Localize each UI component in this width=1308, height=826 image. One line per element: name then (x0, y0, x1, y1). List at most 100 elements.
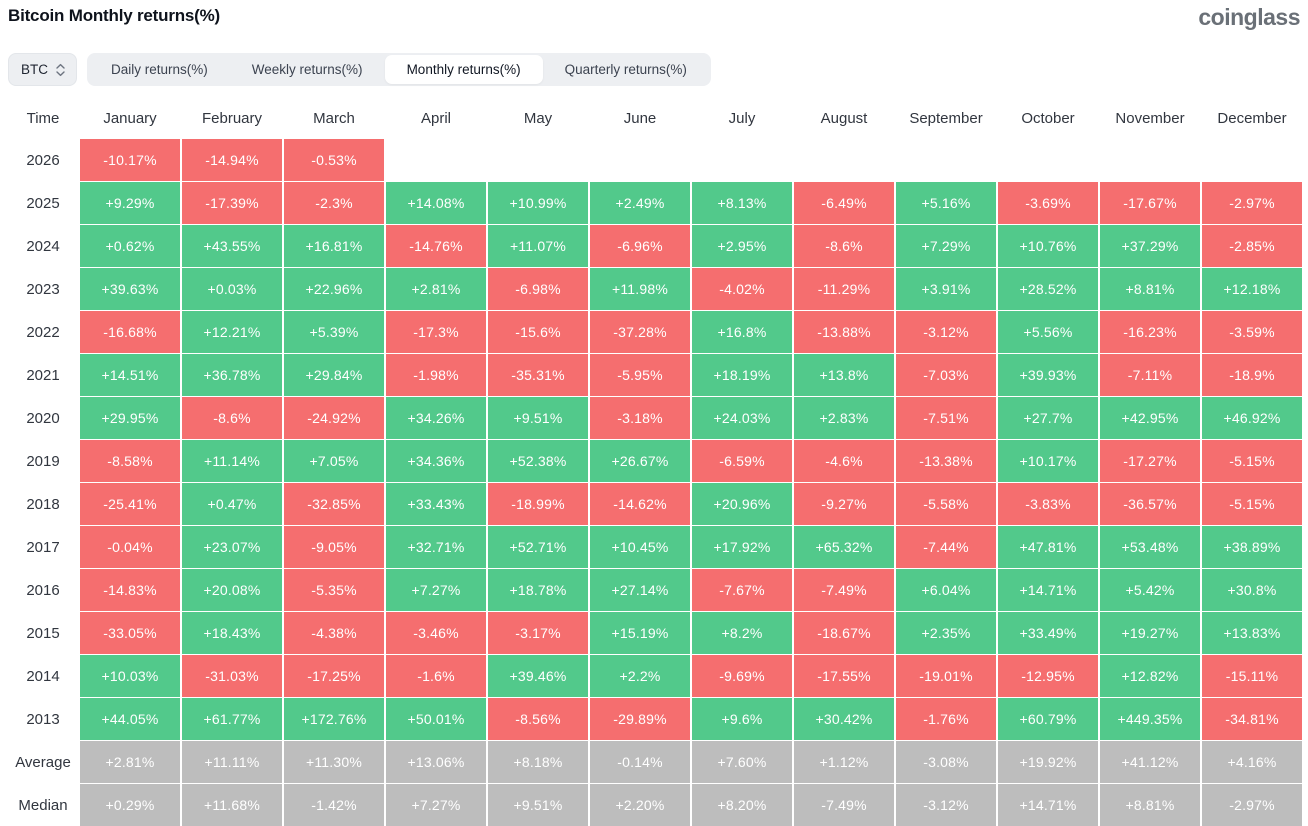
return-cell: -3.83% (998, 483, 1098, 525)
return-cell: -2.97% (1202, 784, 1302, 826)
row-label: 2022 (26, 323, 60, 341)
table-row: 2013 +44.05% +61.77% +172.76% +50.01% -8.56% -… (8, 698, 1302, 740)
return-cell: -8.58% (80, 440, 180, 482)
table-header-row: Time January February March April May June July… (8, 100, 1302, 136)
tab-daily-returns[interactable]: Daily returns(%) (89, 55, 230, 84)
return-cell: +46.92% (1202, 397, 1302, 439)
return-cell: +5.56% (998, 311, 1098, 353)
return-cell: +43.55% (182, 225, 282, 267)
return-cell: +6.04% (896, 569, 996, 611)
row-label: Average (15, 753, 71, 771)
return-cell: -9.27% (794, 483, 894, 525)
row-label: 2023 (26, 280, 60, 298)
return-cell: -5.15% (1202, 440, 1302, 482)
returns-tabs: Daily returns(%) Weekly returns(%) Month… (87, 53, 711, 86)
return-cell: +24.03% (692, 397, 792, 439)
return-cell: -15.11% (1202, 655, 1302, 697)
return-cell: -4.38% (284, 612, 384, 654)
column-header: August (820, 109, 868, 127)
return-cell: +27.7% (998, 397, 1098, 439)
row-label: 2016 (26, 581, 60, 599)
row-label: 2017 (26, 538, 60, 556)
column-header: April (420, 109, 451, 127)
return-cell: -14.94% (182, 139, 282, 181)
return-cell: +20.96% (692, 483, 792, 525)
row-label: Median (18, 796, 68, 814)
table-row: 2016 -14.83% +20.08% -5.35% +7.27% +18.78% +27… (8, 569, 1302, 611)
return-cell: -1.98% (386, 354, 486, 396)
return-cell: +9.51% (488, 784, 588, 826)
return-cell: +53.48% (1100, 526, 1200, 568)
return-cell: -8.56% (488, 698, 588, 740)
symbol-selector[interactable]: BTC (8, 53, 77, 86)
return-cell: +27.14% (590, 569, 690, 611)
return-cell: +2.2% (590, 655, 690, 697)
return-cell: +10.99% (488, 182, 588, 224)
return-cell: +19.92% (998, 741, 1098, 783)
return-cell: +7.29% (896, 225, 996, 267)
return-cell: +172.76% (284, 698, 384, 740)
return-cell: +9.29% (80, 182, 180, 224)
return-cell: +8.2% (692, 612, 792, 654)
return-cell: +17.92% (692, 526, 792, 568)
return-cell: +33.43% (386, 483, 486, 525)
return-cell: +11.07% (488, 225, 588, 267)
return-cell: +10.45% (590, 526, 690, 568)
controls-bar: BTC Daily returns(%) Weekly returns(%) M… (8, 53, 1302, 86)
return-cell: +9.6% (692, 698, 792, 740)
return-cell: +16.8% (692, 311, 792, 353)
tab-quarterly-returns[interactable]: Quarterly returns(%) (543, 55, 709, 84)
return-cell: +7.05% (284, 440, 384, 482)
empty-cell (590, 139, 690, 181)
return-cell: +449.35% (1100, 698, 1200, 740)
return-cell: +34.36% (386, 440, 486, 482)
tab-weekly-returns[interactable]: Weekly returns(%) (230, 55, 385, 84)
returns-table: Time January February March April May June July… (8, 100, 1302, 826)
return-cell: +52.71% (488, 526, 588, 568)
table-row: 2018 -25.41% +0.47% -32.85% +33.43% -18.99% -1… (8, 483, 1302, 525)
return-cell: +0.47% (182, 483, 282, 525)
column-header: July (728, 109, 756, 127)
return-cell: -2.85% (1202, 225, 1302, 267)
return-cell: +14.71% (998, 784, 1098, 826)
return-cell: +2.49% (590, 182, 690, 224)
column-header: February (201, 109, 263, 127)
return-cell: +33.49% (998, 612, 1098, 654)
row-label: 2025 (26, 194, 60, 212)
return-cell: -6.59% (692, 440, 792, 482)
return-cell: +14.08% (386, 182, 486, 224)
return-cell: -3.12% (896, 311, 996, 353)
return-cell: +8.81% (1100, 268, 1200, 310)
return-cell: +65.32% (794, 526, 894, 568)
tab-monthly-returns[interactable]: Monthly returns(%) (384, 55, 543, 84)
row-label: 2020 (26, 409, 60, 427)
return-cell: -29.89% (590, 698, 690, 740)
return-cell: -3.18% (590, 397, 690, 439)
table-row: 2026 -10.17% -14.94% -0.53% (8, 139, 1302, 181)
return-cell: +39.93% (998, 354, 1098, 396)
return-cell: +9.51% (488, 397, 588, 439)
return-cell: -10.17% (80, 139, 180, 181)
return-cell: +2.95% (692, 225, 792, 267)
empty-cell (896, 139, 996, 181)
column-header: May (523, 109, 553, 127)
return-cell: +11.98% (590, 268, 690, 310)
return-cell: +32.71% (386, 526, 486, 568)
return-cell: +22.96% (284, 268, 384, 310)
return-cell: -35.31% (488, 354, 588, 396)
return-cell: +10.03% (80, 655, 180, 697)
table-row: 2017 -0.04% +23.07% -9.05% +32.71% +52.71% +10… (8, 526, 1302, 568)
return-cell: -3.46% (386, 612, 486, 654)
return-cell: -7.11% (1100, 354, 1200, 396)
column-header: November (1115, 109, 1185, 127)
empty-cell (998, 139, 1098, 181)
return-cell: +38.89% (1202, 526, 1302, 568)
return-cell: -17.25% (284, 655, 384, 697)
return-cell: +18.43% (182, 612, 282, 654)
return-cell: +18.19% (692, 354, 792, 396)
return-cell: +7.27% (386, 569, 486, 611)
return-cell: +12.18% (1202, 268, 1302, 310)
return-cell: +37.29% (1100, 225, 1200, 267)
column-header: Time (26, 109, 60, 127)
